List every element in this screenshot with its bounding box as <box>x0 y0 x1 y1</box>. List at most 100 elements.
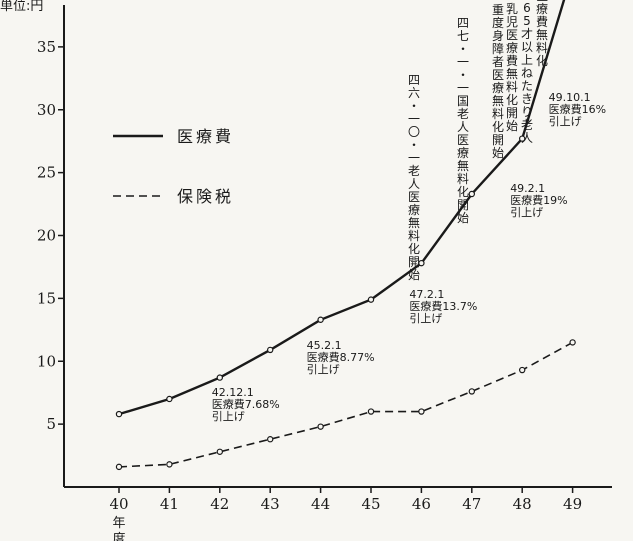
vertical-annotation-char: 上 <box>521 53 533 67</box>
legend-label: 医療費 <box>177 127 234 146</box>
vertical-annotation-char: 療 <box>506 41 518 55</box>
vertical-annotation-char: 一 <box>457 81 469 95</box>
vertical-annotation-char: 化 <box>457 185 469 199</box>
vertical-annotation-char: 始 <box>492 146 504 160</box>
vertical-annotation-char: 始 <box>506 119 518 133</box>
vertical-annotation-char: 始 <box>408 268 420 282</box>
vertical-annotation-char: 七 <box>457 29 469 43</box>
series-layer <box>115 0 576 471</box>
x-tick-label: 40 <box>109 495 128 513</box>
vertical-annotation-char: 療 <box>457 146 469 160</box>
vertical-annotation-char: 化 <box>492 120 504 134</box>
annotation-text: 49.2.1 <box>510 182 545 195</box>
vertical-annotation-char: 開 <box>506 106 518 120</box>
vertical-annotation-char: 費 <box>506 53 518 68</box>
vertical-annotation-char: ・ <box>408 99 420 113</box>
x-tick-label: 42 <box>210 495 229 513</box>
series-point-1 <box>569 339 576 346</box>
vertical-annotation-char: 者 <box>492 55 504 69</box>
x-tick-label: 45 <box>361 495 380 513</box>
annotation-text: 45.2.1 <box>307 339 342 352</box>
vertical-annotation-char: 医 <box>492 68 504 82</box>
vertical-annotation-char: 一 <box>408 151 420 165</box>
series-point-1 <box>216 448 223 455</box>
vertical-annotation-char: 開 <box>408 255 420 269</box>
vertical-annotation-char: 以 <box>521 40 533 54</box>
vertical-annotation-char: 始 <box>457 211 469 225</box>
vertical-annotation-char: 障 <box>492 41 504 56</box>
series-point-0 <box>468 190 475 198</box>
vertical-annotation-char: 無 <box>492 93 504 108</box>
series-point-1 <box>115 463 123 471</box>
x-unit-label: 度 <box>112 531 125 541</box>
vertical-annotation-char: 開 <box>457 198 469 212</box>
legend-label: 保険税 <box>177 187 234 206</box>
annotation-text: 医療費19% <box>510 193 567 207</box>
annotation-text: 引上げ <box>549 114 582 128</box>
series-point-0 <box>317 316 324 323</box>
vertical-annotation-char: 六 <box>408 86 420 100</box>
y-tick-label: 10 <box>37 352 56 370</box>
vertical-annotation-char: 医 <box>536 0 548 3</box>
vertical-annotation-char: き <box>521 92 533 106</box>
vertical-annotation-char: 料 <box>408 229 420 243</box>
vertical-annotation-char: 無 <box>457 158 469 173</box>
series-point-1 <box>166 461 173 468</box>
vertical-annotation-char: 料 <box>457 172 469 186</box>
vertical-annotation-char: り <box>521 105 533 119</box>
annotation-text: 42.12.1 <box>212 386 254 399</box>
vertical-annotation-char: 化 <box>408 242 420 256</box>
vertical-annotation-char: 乳 <box>506 2 518 16</box>
vertical-annotation-char: 国 <box>457 94 469 108</box>
vertical-annotation-char: 5 <box>523 14 531 28</box>
x-tick-label: 47 <box>462 495 481 513</box>
x-unit-label: 年 <box>112 516 125 531</box>
x-tick-label: 44 <box>311 495 330 513</box>
vertical-annotation-char: 人 <box>408 177 420 191</box>
vertical-annotation-char: 身 <box>492 28 504 43</box>
annotation-text: 47.2.1 <box>409 288 444 301</box>
series-point-1 <box>519 366 526 374</box>
vertical-annotation-char: 6 <box>523 1 531 15</box>
vertical-annotation-char: 人 <box>457 120 469 134</box>
series-point-0 <box>267 346 274 354</box>
vertical-annotation-char: 療 <box>492 81 504 95</box>
y-tick-label: 20 <box>37 227 56 245</box>
x-tick-label: 49 <box>563 495 582 513</box>
vertical-annotation-char: 老 <box>408 164 420 178</box>
annotations-layer: 42.12.1医療費7.68%引上げ45.2.1医療費8.77%引上げ47.2.… <box>212 0 606 423</box>
vertical-annotation-char: 無 <box>408 215 420 230</box>
vertical-annotation-char: 化 <box>536 54 548 68</box>
vertical-annotation-char: 度 <box>492 15 504 30</box>
vertical-annotation-char: 医 <box>457 133 469 147</box>
vertical-annotation-char: 無 <box>506 66 518 81</box>
annotation-text: 引上げ <box>510 205 543 219</box>
series-point-1 <box>468 388 475 395</box>
vertical-annotation-char: 料 <box>536 41 548 55</box>
annotation-text: 医療費16% <box>549 102 606 116</box>
vertical-annotation-char: 老 <box>521 118 533 132</box>
annotation-text: 引上げ <box>307 362 340 376</box>
annotation-text: 引上げ <box>212 409 245 423</box>
vertical-annotation-char: 才 <box>521 27 533 41</box>
vertical-annotation-char: 四 <box>408 73 420 87</box>
axes: 510152025303540単位:円40414243444546474849年… <box>0 0 612 541</box>
x-tick-label: 46 <box>412 495 431 513</box>
y-tick-label: 25 <box>37 164 56 182</box>
vertical-annotation-char: 医 <box>408 190 420 204</box>
vertical-annotation-char: 無 <box>536 27 548 42</box>
vertical-annotation-char: 人 <box>521 131 533 145</box>
x-tick-label: 48 <box>513 495 532 513</box>
y-tick-label: 30 <box>37 101 56 119</box>
series-point-0 <box>115 410 123 418</box>
vertical-annotation-char: 費 <box>536 14 548 29</box>
vertical-annotation-char: 一 <box>457 55 469 69</box>
vertical-annotation-char: 療 <box>408 203 420 217</box>
vertical-annotation-char: 児 <box>506 15 518 29</box>
vertical-annotation-char: ・ <box>457 42 469 56</box>
series-point-0 <box>216 374 223 381</box>
x-tick-label: 41 <box>160 495 179 513</box>
series-point-1 <box>267 436 274 443</box>
y-unit-label: 単位:円 <box>0 0 43 14</box>
